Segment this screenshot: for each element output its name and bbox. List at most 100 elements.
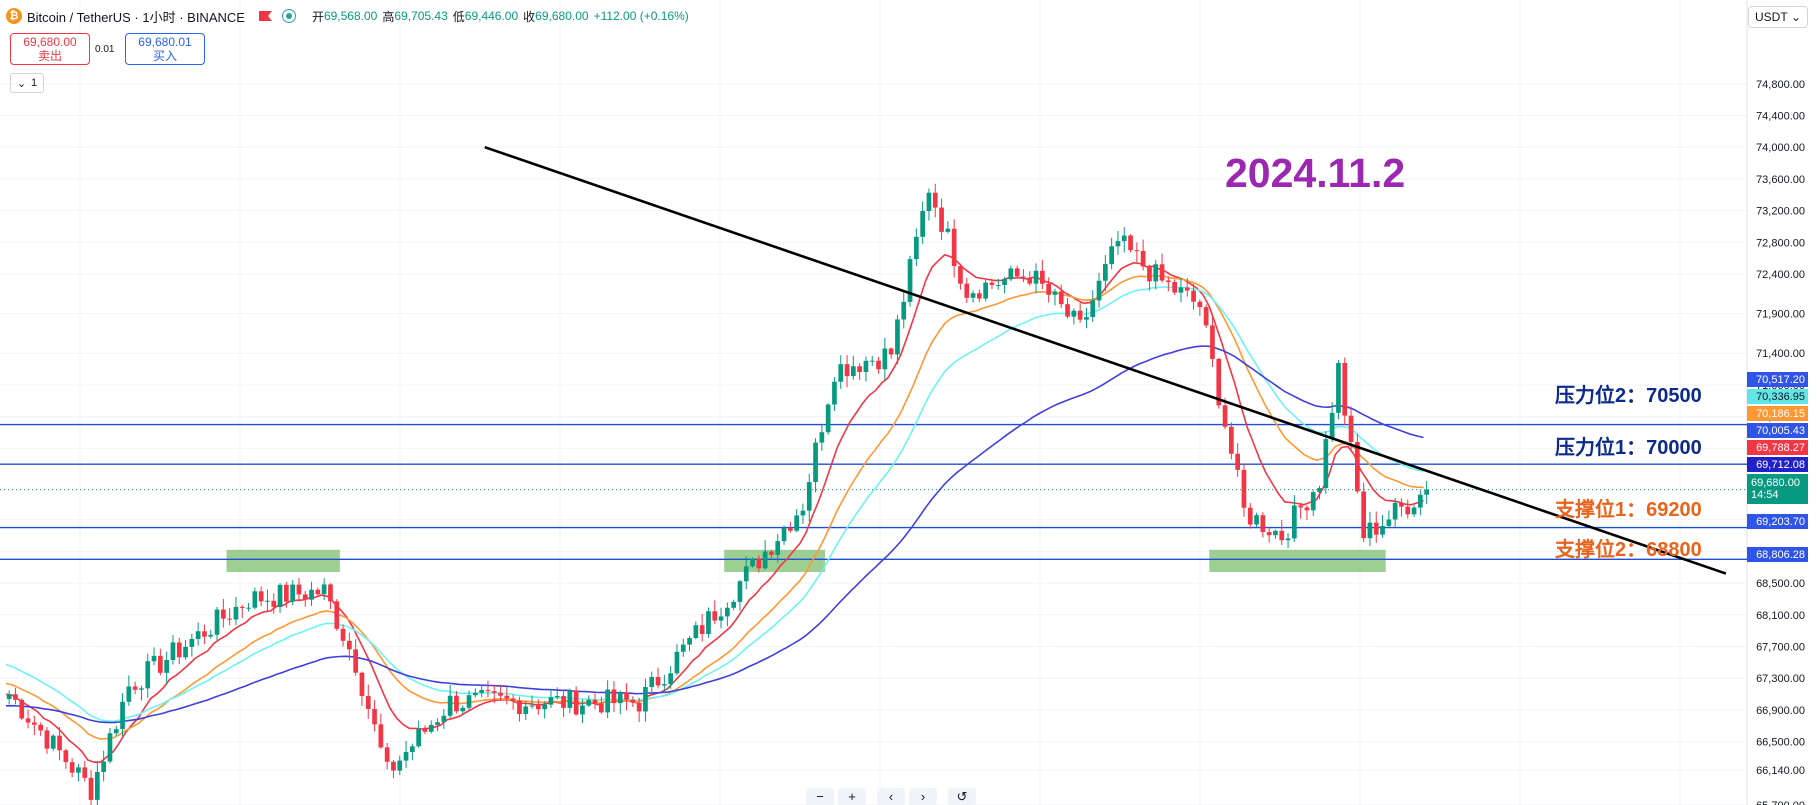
candle-body [718, 616, 724, 621]
candle-body [334, 601, 340, 629]
candle-body [290, 584, 295, 602]
candle-body [1355, 441, 1360, 492]
indicator-collapse-button[interactable]: ⌄ 1 [10, 73, 44, 93]
date-annotation[interactable]: 2024.11.2 [1225, 150, 1406, 196]
close-label: 收 [523, 9, 536, 24]
candle-body [989, 282, 995, 286]
candle-body [914, 236, 919, 260]
candle-body [888, 348, 894, 355]
candle-body [699, 625, 705, 634]
trendline[interactable] [484, 145, 1727, 575]
y-tick-label: 74,800.00 [1756, 79, 1805, 91]
candle-body [359, 672, 365, 697]
candle-body [473, 692, 478, 696]
candle-body [964, 283, 970, 298]
candle-body [668, 673, 673, 685]
candle-body [151, 655, 157, 662]
trendline-group[interactable] [484, 145, 1727, 575]
candle-body [63, 750, 69, 763]
candle-body [1386, 519, 1392, 526]
candle-body [466, 695, 472, 708]
candle-body [750, 558, 755, 567]
candle-body [580, 705, 585, 715]
candle-body [794, 515, 799, 531]
symbol-title[interactable]: Bitcoin / TetherUS · 1小时 · BINANCE [27, 9, 245, 25]
candle-body [258, 591, 264, 602]
sell-button[interactable]: 69,680.00 卖出 [10, 33, 90, 65]
candle-body [403, 752, 409, 761]
support-zone [226, 549, 340, 572]
candle-body [485, 690, 491, 692]
buy-button[interactable]: 69,680.01 买入 [125, 33, 205, 65]
candle-body [164, 660, 169, 673]
candle-body [101, 761, 106, 773]
candle-body [6, 694, 12, 700]
candle-body [50, 735, 56, 749]
support1-label[interactable]: 支撑位1：69200 [1555, 499, 1702, 521]
y-tick-label: 72,800.00 [1756, 237, 1805, 249]
y-tick-label: 65,700.00 [1756, 800, 1805, 805]
chart-header: ₿ Bitcoin / TetherUS · 1小时 · BINANCE 开 6… [6, 6, 694, 26]
candle-body [25, 718, 31, 723]
currency-select[interactable]: USDT ⌄ [1748, 6, 1808, 28]
candle-body [1260, 515, 1266, 533]
candle-body [340, 628, 346, 641]
candle-body [239, 606, 245, 608]
candle-body [107, 733, 113, 762]
candle-body [378, 724, 384, 748]
candle-body [139, 688, 144, 690]
candle-body [479, 690, 484, 693]
flag-icon[interactable] [258, 11, 272, 21]
y-tick-label: 71,400.00 [1756, 348, 1805, 360]
scroll-left-button[interactable]: ‹ [877, 788, 905, 805]
price-badge: 68,806.28 [1747, 547, 1808, 562]
candle-body [1065, 304, 1070, 317]
candle-body [844, 364, 850, 377]
scroll-right-button[interactable]: › [909, 788, 937, 805]
candle-body [88, 777, 94, 800]
candle-body [1254, 515, 1259, 525]
candle-body [1197, 301, 1203, 308]
support-zone [724, 549, 825, 572]
candle-body [328, 584, 333, 602]
resistance2-label[interactable]: 压力位2：70500 [1555, 385, 1702, 407]
candle-body [712, 611, 718, 621]
candle-body [517, 700, 522, 715]
candle-body [1367, 522, 1373, 539]
candle-body [384, 747, 390, 762]
zoom-in-button[interactable]: + [838, 788, 866, 805]
candle-body [1405, 506, 1411, 515]
price-badge: 69,203.70 [1747, 514, 1808, 529]
candle-body [920, 211, 925, 237]
ma-blue-line [5, 345, 1424, 724]
reset-chart-button[interactable]: ↺ [948, 788, 976, 805]
zoom-out-button[interactable]: − [806, 788, 834, 805]
candle-body [441, 715, 447, 723]
candle-body [825, 404, 831, 433]
candle-body [1121, 235, 1127, 242]
candle-body [510, 698, 516, 701]
market-status-icon[interactable] [281, 9, 296, 23]
candle-body [958, 266, 963, 284]
candle-body [756, 558, 762, 569]
y-tick-label: 68,100.00 [1756, 610, 1805, 622]
candle-body [1392, 502, 1398, 520]
candle-body [662, 684, 667, 686]
candle-body [743, 566, 749, 582]
candle-body [1310, 492, 1316, 511]
candle-body [731, 601, 736, 608]
candle-body [1021, 276, 1026, 278]
support2-label[interactable]: 支撑位2：68800 [1555, 539, 1702, 561]
candle-body [977, 293, 982, 299]
candle-body [649, 676, 655, 688]
resistance1-label[interactable]: 压力位1：70000 [1555, 437, 1702, 459]
candle-body [1266, 532, 1272, 536]
candle-body [1084, 317, 1089, 320]
candle-body [945, 228, 951, 232]
candle-body [57, 735, 62, 751]
candle-body [246, 607, 251, 609]
candle-body [876, 360, 881, 370]
candle-body [422, 729, 428, 732]
candle-body [113, 729, 119, 734]
